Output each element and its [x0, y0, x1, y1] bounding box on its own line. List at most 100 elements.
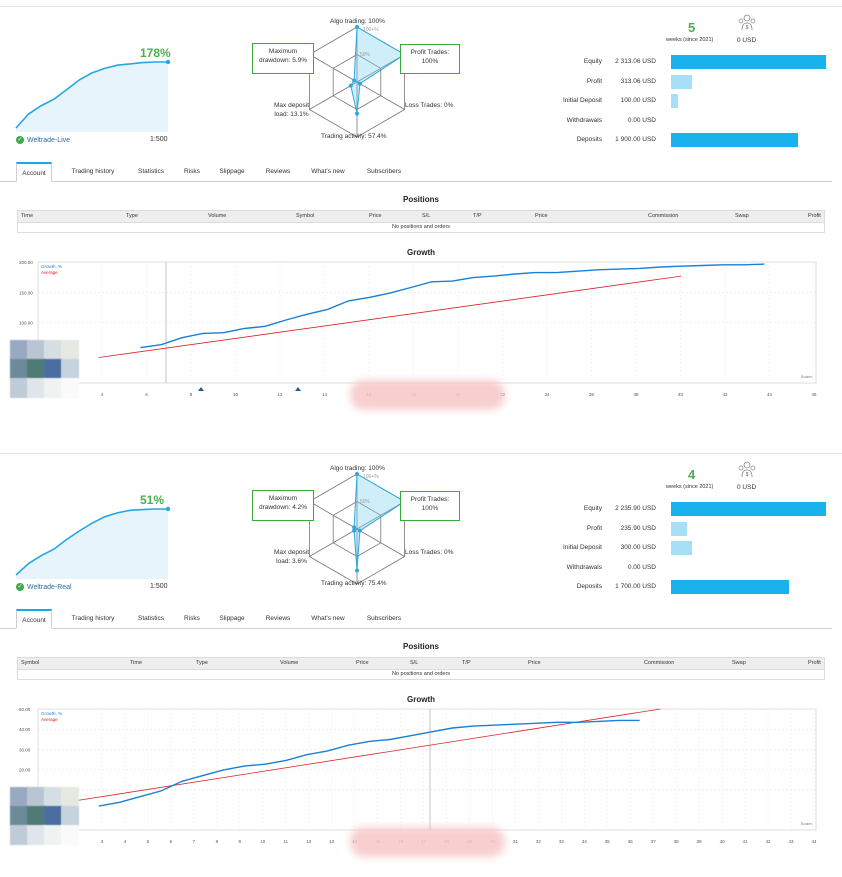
event-marker-icon[interactable]: [198, 387, 204, 391]
growth-y-tick: 150.00: [19, 290, 33, 295]
stat-label: Equity: [583, 58, 602, 65]
positions-column-header[interactable]: T/P: [462, 660, 471, 666]
radar-axis: [309, 54, 358, 83]
event-marker-icon[interactable]: [295, 387, 301, 391]
redacted-block: [61, 359, 79, 379]
tab-what-s-new[interactable]: What's new: [311, 615, 345, 622]
positions-column-header[interactable]: Price: [369, 213, 382, 219]
stat-label: Profit: [586, 77, 602, 85]
account-name-link[interactable]: ✓ Weltrade-Live: [16, 136, 70, 144]
stat-row: Withdrawals 0.00 USD: [540, 114, 830, 128]
account-name: Weltrade-Real: [27, 583, 72, 591]
positions-column-header[interactable]: Type: [196, 660, 208, 666]
scale-button[interactable]: Scale<: [801, 374, 814, 379]
positions-column-header[interactable]: Price: [535, 213, 548, 219]
tab-risks[interactable]: Risks: [184, 615, 200, 622]
stat-label: Initial Deposit: [562, 97, 602, 104]
radar-loss-label: Loss Trades: 0%: [405, 549, 454, 556]
radar-activity-label: Trading activity: 75.4%: [321, 580, 387, 587]
positions-column-header[interactable]: Commission: [644, 660, 675, 666]
growth-y-tick: 100.00: [19, 321, 33, 326]
account-panel: 178% ✓ Weltrade-Live 1:500 Algo trading:…: [0, 0, 842, 430]
tab-slippage[interactable]: Slippage: [219, 168, 245, 175]
stat-bar: [671, 541, 692, 555]
radar-algo-label: Algo trading: 100%: [330, 465, 385, 472]
radar-axis: [309, 501, 358, 530]
redacted-block: [44, 378, 62, 398]
tab-subscribers[interactable]: Subscribers: [366, 168, 402, 175]
account-name: Weltrade-Live: [27, 136, 71, 144]
positions-column-header[interactable]: Symbol: [21, 660, 40, 666]
tab-what-s-new[interactable]: What's new: [311, 168, 345, 175]
growth-x-tick: 3: [101, 839, 104, 844]
account-name-link[interactable]: ✓ Weltrade-Real: [16, 583, 72, 591]
radar-drawdown-box: Maximum drawdown: 5.9%: [252, 43, 314, 74]
tab-trading-history[interactable]: Trading history: [71, 615, 115, 622]
redacted-block: [44, 787, 62, 807]
stat-value: 313.06 USD: [620, 77, 656, 85]
positions-column-header[interactable]: Volume: [208, 213, 227, 219]
stat-value: 0.00 USD: [627, 563, 656, 571]
redacted-block: [61, 787, 79, 807]
redacted-block: [27, 359, 45, 379]
radar-axis: [309, 528, 358, 557]
stat-bar: [671, 580, 789, 594]
weeks-count: 5: [688, 20, 696, 35]
positions-column-header[interactable]: Symbol: [296, 213, 315, 219]
positions-column-header[interactable]: Swap: [732, 660, 746, 666]
tab-subscribers[interactable]: Subscribers: [366, 615, 402, 622]
positions-column-header[interactable]: Time: [130, 660, 143, 666]
growth-x-tick: 10: [260, 839, 266, 844]
positions-empty-message: No positions and orders: [391, 671, 451, 677]
account-panel: 51% ✓ Weltrade-Real 1:500 Algo trading: …: [0, 447, 842, 877]
stat-label: Withdrawals: [566, 563, 602, 571]
radar-value-point: [348, 83, 353, 88]
growth-x-tick: 41: [743, 839, 749, 844]
growth-x-tick: 38: [674, 839, 680, 844]
radar-value-area: [353, 473, 406, 571]
positions-column-header[interactable]: Time: [21, 213, 34, 219]
positions-column-header[interactable]: Price: [356, 660, 369, 666]
redacted-block: [350, 827, 505, 857]
stat-bar: [671, 521, 688, 536]
tab-account[interactable]: Account: [16, 609, 52, 629]
growth-title: Growth: [407, 695, 435, 704]
positions-column-header[interactable]: Commission: [648, 213, 679, 219]
positions-column-header[interactable]: S/L: [422, 213, 431, 219]
growth-title: Growth: [407, 248, 435, 257]
weeks-subtitle: weeks (since 2021): [666, 37, 714, 43]
redacted-block: [27, 787, 45, 807]
growth-x-tick: 34: [544, 392, 550, 397]
radar-chart: Algo trading: 100% 100+% 50% Profit Trad…: [245, 461, 470, 593]
positions-column-header[interactable]: Volume: [280, 660, 299, 666]
positions-column-header[interactable]: T/P: [473, 213, 482, 219]
tab-slippage[interactable]: Slippage: [219, 615, 245, 622]
tab-account[interactable]: Account: [16, 162, 52, 182]
subscribers-icon[interactable]: $: [737, 460, 757, 480]
tab-trading-history[interactable]: Trading history: [71, 168, 115, 175]
positions-table: Time Type Volume Symbol Price S/L T/P Price Comm…: [17, 210, 825, 233]
positions-column-header[interactable]: Price: [528, 660, 541, 666]
positions-column-header[interactable]: Profit: [808, 660, 821, 666]
stat-row: Equity 2 235.90 USD: [540, 502, 830, 516]
tab-reviews[interactable]: Reviews: [265, 615, 291, 622]
stat-bar: [671, 55, 826, 69]
positions-column-header[interactable]: Type: [126, 213, 138, 219]
radar-scale-50: 50%: [360, 52, 371, 58]
divider: [0, 453, 842, 454]
scale-button[interactable]: Scale<: [801, 821, 814, 826]
positions-column-header[interactable]: S/L: [410, 660, 419, 666]
tab-statistics[interactable]: Statistics: [137, 615, 164, 622]
legend-average: Average: [41, 717, 58, 722]
positions-title: Positions: [402, 195, 439, 204]
subscribers-icon[interactable]: $: [737, 13, 757, 33]
stat-label: Profit: [586, 524, 602, 532]
positions-column-header[interactable]: Profit: [808, 213, 821, 219]
growth-x-tick: 46: [811, 392, 817, 397]
tab-statistics[interactable]: Statistics: [137, 168, 164, 175]
positions-column-header[interactable]: Swap: [735, 213, 749, 219]
tab-reviews[interactable]: Reviews: [265, 168, 291, 175]
mini-growth-area: [16, 62, 168, 132]
tab-risks[interactable]: Risks: [184, 168, 200, 175]
growth-x-tick: 36: [589, 392, 595, 397]
